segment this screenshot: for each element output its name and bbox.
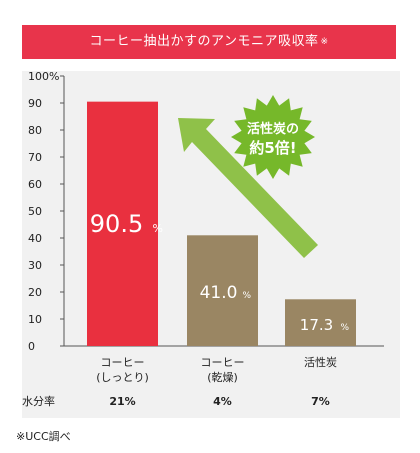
bar xyxy=(187,235,258,346)
badge-text: 活性炭の xyxy=(247,121,299,137)
y-tick-label: 10 xyxy=(28,313,42,326)
y-tick-label: 30 xyxy=(28,259,42,272)
y-tick-label: 60 xyxy=(28,178,42,191)
category-label: (しっとり) xyxy=(96,371,149,384)
badge-text: 約5倍! xyxy=(249,139,296,157)
y-tick-label: 20 xyxy=(28,286,42,299)
chart-title-bar: コーヒー抽出かすのアンモニア吸収率 ※ xyxy=(22,25,396,59)
category-label: 活性炭 xyxy=(304,355,337,369)
moisture-value: 21% xyxy=(109,395,135,408)
moisture-row-label: 水分率 xyxy=(22,394,55,408)
starburst-badge xyxy=(231,95,315,179)
category-label: コーヒー xyxy=(201,356,245,369)
category-label: (乾燥) xyxy=(207,371,238,384)
y-tick-label: 100% xyxy=(28,70,59,83)
bar-value-unit: % xyxy=(243,291,252,301)
title-note-mark: ※ xyxy=(320,37,329,47)
y-tick-label: 0 xyxy=(28,340,35,353)
moisture-value: 4% xyxy=(213,395,232,408)
bar xyxy=(285,299,356,346)
bar-value-label: 90.5 xyxy=(90,210,143,238)
y-tick-label: 70 xyxy=(28,151,42,164)
y-tick-label: 80 xyxy=(28,124,42,137)
footnote: ※UCC調べ xyxy=(16,430,71,443)
y-tick-label: 50 xyxy=(28,205,42,218)
chart-title: コーヒー抽出かすのアンモニア吸収率 xyxy=(89,34,319,49)
bar-value-label: 17.3 xyxy=(300,316,333,334)
y-tick-label: 90 xyxy=(28,97,42,110)
bar-value-unit: % xyxy=(153,222,163,235)
y-tick-label: 40 xyxy=(28,232,42,245)
bar-value-unit: % xyxy=(341,323,350,333)
bar xyxy=(87,101,158,347)
bar-value-label: 41.0 xyxy=(200,283,238,303)
moisture-value: 7% xyxy=(311,395,330,408)
comparison-arrow xyxy=(178,118,318,258)
category-label: コーヒー xyxy=(101,356,145,369)
